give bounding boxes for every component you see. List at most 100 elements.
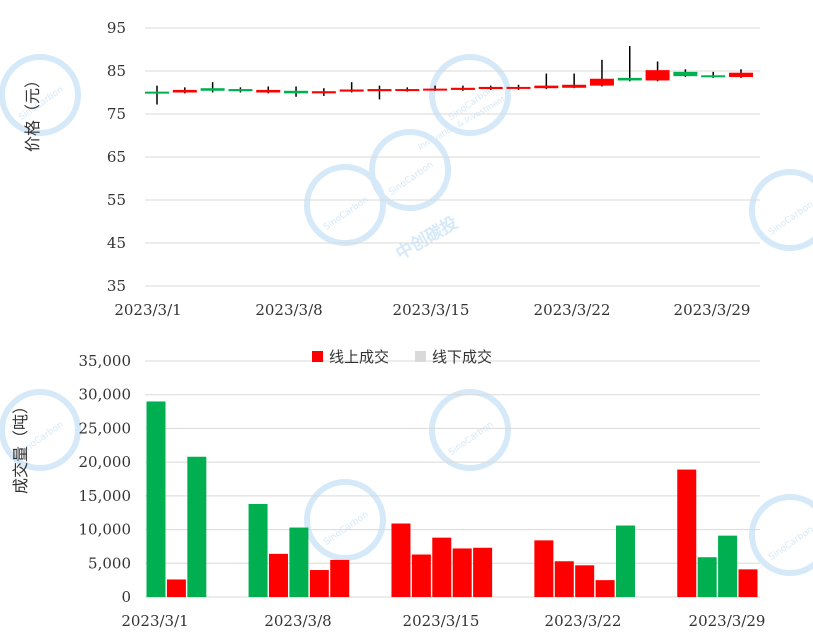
- watermark-text: SinoCarbon: [767, 525, 813, 563]
- price-candlestick-chart: 35 45 55 65 75 85 95 2023/3/1 2023/3/8 2023/3/15…: [23, 19, 760, 319]
- volume-bar: [595, 580, 615, 597]
- volume-bar: [616, 525, 636, 597]
- candle-body: [367, 89, 392, 92]
- price-gridlines: [145, 27, 760, 287]
- candle-body: [645, 70, 670, 81]
- price-y-tick-label: 35: [107, 277, 126, 295]
- legend: 线上成交 线下成交: [312, 348, 492, 366]
- volume-x-axis-ticks: 2023/3/1 2023/3/8 2023/3/15 2023/3/22 2023/3…: [121, 612, 765, 630]
- volume-bar: [248, 503, 268, 597]
- volume-y-tick-label: 35,000: [79, 352, 132, 370]
- candle-body: [311, 91, 336, 94]
- price-y-tick-label: 85: [107, 62, 126, 80]
- volume-x-tick-label: 2023/3/1: [121, 612, 188, 630]
- volume-y-axis-ticks: 0 5,000 10,000 15,000 20,000 25,000 30,000 35,0…: [79, 352, 132, 606]
- watermark-ring: [749, 494, 813, 576]
- price-y-tick-label: 65: [107, 148, 126, 166]
- candle-body: [228, 89, 253, 92]
- candle-body: [478, 86, 503, 90]
- watermark-ring: [304, 164, 386, 246]
- candle-body: [172, 89, 197, 93]
- volume-bar: [677, 469, 697, 597]
- watermark-text: SinoCarbon: [387, 160, 435, 198]
- volume-bar: [473, 547, 493, 597]
- candle-body: [256, 89, 281, 93]
- watermark-ring: [304, 479, 386, 561]
- candle-body: [284, 90, 309, 94]
- watermark-text: SinoCarbon: [767, 200, 813, 238]
- price-y-axis-ticks: 35 45 55 65 75 85 95: [107, 19, 126, 295]
- volume-x-tick-label: 2023/3/15: [403, 612, 480, 630]
- volume-x-tick-label: 2023/3/8: [264, 612, 331, 630]
- volume-y-tick-label: 0: [121, 588, 131, 606]
- volume-x-tick-label: 2023/3/29: [689, 612, 766, 630]
- volume-bar: [554, 561, 574, 597]
- price-x-tick-label: 2023/3/29: [674, 301, 751, 319]
- watermark-ring: [749, 169, 813, 251]
- candle-body: [617, 77, 642, 81]
- volume-bar: [330, 559, 350, 597]
- candle-body: [450, 87, 475, 90]
- price-y-tick-label: 95: [107, 19, 126, 37]
- candle-body: [200, 88, 225, 91]
- legend-label-online: 线上成交: [329, 348, 389, 366]
- volume-bar: [166, 579, 186, 597]
- candle-body: [729, 72, 753, 78]
- price-y-axis-label: 价格（元）: [23, 72, 42, 152]
- watermark-text: SinoCarbon: [447, 420, 495, 458]
- volume-gridlines: [145, 360, 760, 598]
- volume-bar: [575, 565, 595, 597]
- price-x-tick-label: 2023/3/22: [534, 301, 611, 319]
- price-x-tick-label: 2023/3/15: [393, 301, 470, 319]
- candle-body: [145, 91, 169, 94]
- price-candles: [145, 46, 753, 105]
- price-y-tick-label: 75: [107, 105, 126, 123]
- candle-body: [589, 78, 614, 86]
- volume-y-tick-label: 10,000: [79, 521, 132, 539]
- price-x-tick-label: 2023/3/8: [255, 301, 322, 319]
- volume-y-tick-label: 15,000: [79, 487, 132, 505]
- price-x-axis-ticks: 2023/3/1 2023/3/8 2023/3/15 2023/3/22 2023/3…: [114, 301, 750, 319]
- volume-bar: [697, 557, 717, 597]
- watermark-cn-text: 中创碳投: [392, 212, 461, 264]
- volume-bar: [391, 523, 411, 597]
- volume-bar: [411, 554, 431, 597]
- volume-bar: [534, 540, 554, 597]
- legend-swatch-offline: [415, 351, 426, 362]
- watermark-ring: [369, 129, 451, 211]
- volume-bar: [289, 527, 309, 597]
- volume-bar: [146, 401, 166, 597]
- volume-y-tick-label: 25,000: [79, 419, 132, 437]
- price-y-tick-label: 55: [107, 191, 126, 209]
- watermark-ring: [0, 389, 81, 471]
- volume-y-axis-label: 成交量（吨）: [11, 398, 30, 494]
- candle-body: [562, 84, 587, 88]
- volume-x-tick-label: 2023/3/22: [545, 612, 622, 630]
- volume-bar: [432, 537, 452, 597]
- volume-bar-chart: 0 5,000 10,000 15,000 20,000 25,000 30,000 35,0…: [11, 348, 765, 630]
- watermark-ring: [429, 54, 511, 136]
- price-x-tick-label: 2023/3/1: [114, 301, 181, 319]
- candle-body: [506, 86, 531, 89]
- candle-body: [423, 88, 448, 91]
- watermark-text: SinoCarbon: [322, 510, 370, 548]
- candle-body: [673, 71, 698, 77]
- volume-bar: [452, 548, 472, 597]
- candle-body: [339, 89, 364, 92]
- legend-label-offline: 线下成交: [432, 348, 492, 366]
- volume-bars: [146, 401, 758, 597]
- watermark-ring: [429, 389, 511, 471]
- watermark-text: SinoCarbon: [322, 195, 370, 233]
- volume-bar: [268, 553, 288, 597]
- volume-y-tick-label: 20,000: [79, 453, 132, 471]
- volume-bar: [309, 570, 329, 597]
- candle-body: [395, 89, 420, 92]
- volume-y-tick-label: 30,000: [79, 386, 132, 404]
- volume-y-tick-label: 5,000: [88, 554, 131, 572]
- volume-bar: [738, 569, 758, 597]
- candle-body: [534, 85, 559, 89]
- volume-bar: [187, 456, 207, 597]
- legend-swatch-online: [312, 351, 323, 362]
- candle-body: [701, 75, 726, 78]
